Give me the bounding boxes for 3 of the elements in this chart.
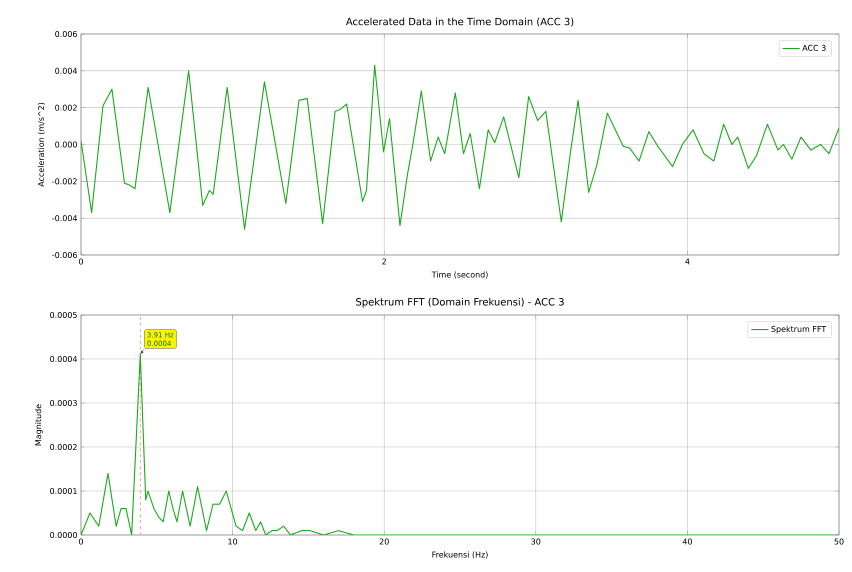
line-series xyxy=(81,64,840,230)
chart-title: Accelerated Data in the Time Domain (ACC 3) xyxy=(346,18,574,26)
chart-title: Spektrum FFT (Domain Frekuensi) - ACC 3 xyxy=(356,298,564,308)
